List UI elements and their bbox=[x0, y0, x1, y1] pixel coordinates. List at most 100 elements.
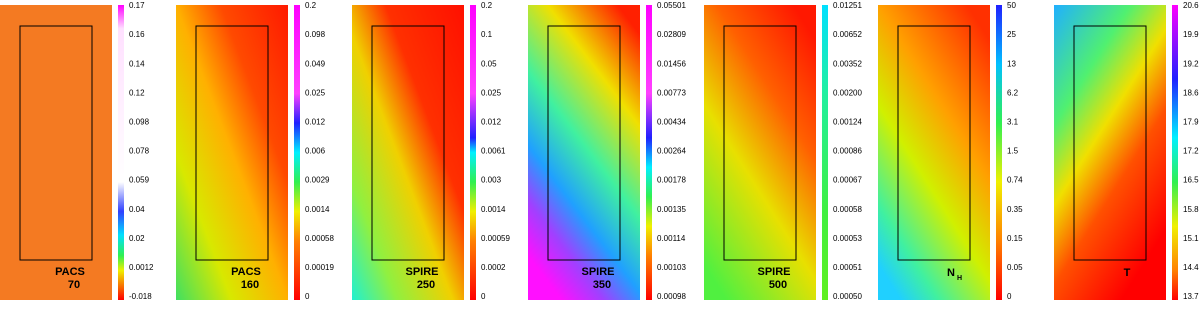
colorbar-tick-label: 0.00050 bbox=[833, 292, 862, 301]
colorbar-tick-label: 0.74 bbox=[1007, 176, 1023, 185]
colorbar-tick-label: 17.2 bbox=[1183, 147, 1199, 156]
colorbar bbox=[646, 5, 652, 300]
colorbar-tick-label: 13.7 bbox=[1183, 292, 1199, 301]
colorbar-tick-label: -0.018 bbox=[129, 292, 152, 301]
colorbar-tick-label: 0.01456 bbox=[657, 59, 686, 68]
colorbar-tick-label: 0.00652 bbox=[833, 30, 862, 39]
colorbar-tick-label: 0 bbox=[1007, 292, 1012, 301]
colorbar-tick-label: 0.05 bbox=[1007, 263, 1023, 272]
colorbar-tick-label: 0.00058 bbox=[833, 205, 862, 214]
colorbar-tick-label: 25 bbox=[1007, 30, 1016, 39]
colorbar-tick-label: 0.00098 bbox=[657, 292, 686, 301]
panel: 0.17 0.16 0.14 0.12 0.098 0.078 0.059 0.04 0.02 0… bbox=[0, 1, 154, 301]
colorbar-tick-label: 0.1 bbox=[481, 30, 493, 39]
colorbar-tick-label: 0.15 bbox=[1007, 234, 1023, 243]
panel-label-subscript: H bbox=[957, 275, 962, 282]
colorbar-tick-label: 0.00114 bbox=[657, 234, 686, 243]
map-image bbox=[528, 5, 640, 300]
region-box bbox=[1073, 25, 1147, 261]
colorbar-tick-label: 0.00019 bbox=[305, 263, 334, 272]
colorbar-tick-label: 0.01251 bbox=[833, 1, 862, 10]
colorbar-tick-label: 13 bbox=[1007, 59, 1016, 68]
panel-label: SPIRE bbox=[581, 266, 614, 278]
colorbar-tick-label: 19.2 bbox=[1183, 59, 1199, 68]
colorbar-tick-label: 0.02809 bbox=[657, 30, 686, 39]
colorbar-tick-label: 0.14 bbox=[129, 59, 145, 68]
colorbar-tick-label: 0.049 bbox=[305, 59, 326, 68]
colorbar-tick-label: 3.1 bbox=[1007, 118, 1019, 127]
colorbar-tick-label: 0.0012 bbox=[129, 263, 154, 272]
map-image bbox=[1054, 5, 1166, 300]
colorbar-tick-label: 0.04 bbox=[129, 205, 145, 214]
colorbar-tick-label: 0.0014 bbox=[305, 205, 330, 214]
colorbar-tick-label: 50 bbox=[1007, 1, 1016, 10]
panel: 0.2 0.098 0.049 0.025 0.012 0.006 0.0029 0.0014… bbox=[176, 1, 334, 301]
colorbar-tick-label: 0.00059 bbox=[481, 234, 510, 243]
colorbar-tick-label: 0.02 bbox=[129, 234, 145, 243]
colorbar-tick-label: 0.0061 bbox=[481, 147, 506, 156]
colorbar bbox=[470, 5, 476, 300]
colorbar-tick-label: 0.00058 bbox=[305, 234, 334, 243]
region-box bbox=[195, 25, 269, 261]
region-box bbox=[897, 25, 971, 261]
colorbar-tick-label: 0.12 bbox=[129, 88, 145, 97]
colorbar-tick-label: 16.5 bbox=[1183, 176, 1199, 185]
map-image bbox=[704, 5, 816, 300]
colorbar-tick-label: 0.16 bbox=[129, 30, 145, 39]
colorbar-tick-label: 14.4 bbox=[1183, 263, 1199, 272]
colorbar-tick-label: 1.5 bbox=[1007, 147, 1019, 156]
colorbar-tick-label: 0.00200 bbox=[833, 88, 862, 97]
map-image bbox=[176, 5, 288, 300]
colorbar-tick-label: 0.00067 bbox=[833, 176, 862, 185]
panels: 0.17 0.16 0.14 0.12 0.098 0.078 0.059 0.04 0.02 0… bbox=[0, 1, 1199, 301]
colorbar-tick-label: 0.2 bbox=[305, 1, 317, 10]
colorbar-tick-label: 0.00086 bbox=[833, 147, 862, 156]
colorbar-tick-label: 0.006 bbox=[305, 147, 326, 156]
colorbar-tick-label: 17.9 bbox=[1183, 118, 1199, 127]
panel: 20.6 19.9 19.2 18.6 17.9 17.2 16.5 15.8 15.1 14.4… bbox=[1054, 1, 1199, 301]
colorbar bbox=[1172, 5, 1178, 300]
colorbar-tick-label: 0.2 bbox=[481, 1, 493, 10]
colorbar-tick-label: 0.00135 bbox=[657, 205, 686, 214]
map-image bbox=[878, 5, 990, 300]
colorbar-tick-label: 0 bbox=[481, 292, 486, 301]
panel-label: SPIRE bbox=[757, 266, 790, 278]
colorbar bbox=[118, 5, 124, 300]
colorbar-tick-label: 15.1 bbox=[1183, 234, 1199, 243]
colorbar-tick-label: 0.012 bbox=[305, 118, 326, 127]
panel-wavelength: 500 bbox=[769, 279, 787, 291]
colorbar-tick-label: 0.00352 bbox=[833, 59, 862, 68]
colorbar-tick-label: 18.6 bbox=[1183, 88, 1199, 97]
colorbar-tick-label: 0.00051 bbox=[833, 263, 862, 272]
map-image bbox=[0, 5, 112, 300]
region-box bbox=[547, 25, 621, 261]
colorbar-tick-label: 0.0029 bbox=[305, 176, 330, 185]
panel-wavelength: 250 bbox=[417, 279, 435, 291]
colorbar-tick-label: 0.05501 bbox=[657, 1, 686, 10]
panel-label: SPIRE bbox=[405, 266, 438, 278]
colorbar-tick-label: 0.098 bbox=[305, 30, 326, 39]
colorbar-tick-label: 0.00103 bbox=[657, 263, 686, 272]
colorbar-tick-label: 19.9 bbox=[1183, 30, 1199, 39]
colorbar-tick-label: 0.35 bbox=[1007, 205, 1023, 214]
colorbar-tick-label: 0.012 bbox=[481, 118, 502, 127]
map-image bbox=[352, 5, 464, 300]
colorbar-tick-label: 0.0002 bbox=[481, 263, 506, 272]
panel: 0.01251 0.00652 0.00352 0.00200 0.00124 0.000… bbox=[704, 1, 862, 301]
colorbar-tick-label: 15.8 bbox=[1183, 205, 1199, 214]
region-box bbox=[19, 25, 93, 261]
colorbar-tick-label: 0.00264 bbox=[657, 147, 686, 156]
colorbar-tick-label: 0.078 bbox=[129, 147, 150, 156]
panel: 0.05501 0.02809 0.01456 0.00773 0.00434 0.002… bbox=[528, 1, 686, 301]
panel-label: PACS bbox=[55, 266, 85, 278]
colorbar-tick-label: 0.00053 bbox=[833, 234, 862, 243]
colorbar-tick-label: 0.17 bbox=[129, 1, 145, 10]
colorbar-tick-label: 0.00434 bbox=[657, 118, 686, 127]
colorbar bbox=[996, 5, 1002, 300]
panel-label: T bbox=[1124, 267, 1131, 279]
panel-label: PACS bbox=[231, 266, 261, 278]
colorbar-tick-label: 0.00773 bbox=[657, 88, 686, 97]
colorbar-tick-label: 6.2 bbox=[1007, 88, 1019, 97]
region-box bbox=[371, 25, 445, 261]
